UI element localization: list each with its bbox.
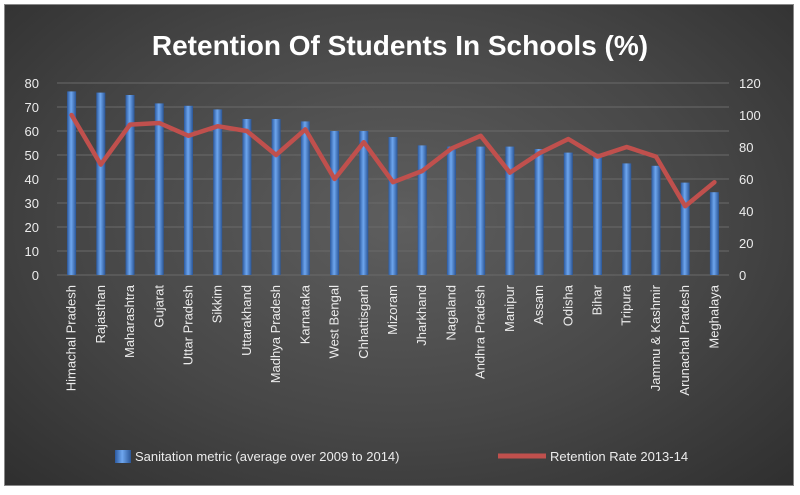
category-label: Madhya Pradesh <box>268 285 283 383</box>
bar <box>388 137 398 275</box>
left-tick-label: 20 <box>25 220 39 235</box>
bar <box>183 105 193 275</box>
category-label: Jharkhand <box>414 285 429 346</box>
bar <box>709 192 719 275</box>
category-label: Manipur <box>502 284 517 332</box>
bar <box>96 92 106 275</box>
category-label: West Bengal <box>327 285 342 359</box>
category-label: Sikkim <box>210 285 225 323</box>
category-label: Tripura <box>619 284 634 325</box>
bar <box>154 103 164 276</box>
left-tick-label: 50 <box>25 148 39 163</box>
category-label: Meghalaya <box>706 284 721 348</box>
chart-area: Retention Of Students In Schools (%) 0 10… <box>4 4 794 486</box>
bar <box>330 131 340 275</box>
bar <box>534 149 544 275</box>
right-tick-label: 80 <box>739 140 753 155</box>
left-tick-label: 60 <box>25 124 39 139</box>
category-label: Uttarakhand <box>239 285 254 356</box>
left-tick-label: 30 <box>25 196 39 211</box>
bar <box>213 109 223 276</box>
right-tick-label: 60 <box>739 172 753 187</box>
right-tick-label: 0 <box>739 268 746 283</box>
chart-svg: Retention Of Students In Schools (%) 0 10… <box>25 30 761 464</box>
bar <box>300 121 310 276</box>
bar <box>563 152 573 275</box>
category-label: Arunachal Pradesh <box>677 285 692 396</box>
left-tick-label: 80 <box>25 76 39 91</box>
left-tick-label: 70 <box>25 100 39 115</box>
line-series <box>69 112 717 209</box>
category-label: Maharashtra <box>122 284 137 358</box>
bar <box>680 182 690 275</box>
legend-bar-label: Sanitation metric (average over 2009 to … <box>135 449 400 464</box>
bar <box>67 91 77 276</box>
bar-series <box>67 91 719 276</box>
right-tick-label: 20 <box>739 236 753 251</box>
category-label: Karnataka <box>297 284 312 344</box>
right-tick-label: 100 <box>739 108 761 123</box>
bar <box>446 146 456 275</box>
right-axis-ticks: 0 20 40 60 80 100 120 <box>739 76 761 283</box>
bar <box>125 95 135 275</box>
category-label: Andhra Pradesh <box>473 285 488 379</box>
left-tick-label: 10 <box>25 244 39 259</box>
bar <box>593 153 603 275</box>
category-label: Uttar Pradesh <box>180 285 195 365</box>
category-label: Chhattisgarh <box>356 285 371 359</box>
right-tick-label: 120 <box>739 76 761 91</box>
chart-title: Retention Of Students In Schools (%) <box>152 30 648 61</box>
category-label: Rajasthan <box>93 285 108 344</box>
category-label: Assam <box>531 285 546 325</box>
bar <box>271 119 281 275</box>
left-tick-label: 0 <box>32 268 39 283</box>
category-label: Odisha <box>560 284 575 326</box>
category-label: Jammu & Kashmir <box>648 284 663 391</box>
bar <box>651 165 661 275</box>
left-axis-ticks: 0 10 20 30 40 50 60 70 80 <box>25 76 39 283</box>
legend: Sanitation metric (average over 2009 to … <box>115 449 688 464</box>
category-label: Nagaland <box>443 285 458 341</box>
right-tick-label: 40 <box>739 204 753 219</box>
left-tick-label: 40 <box>25 172 39 187</box>
legend-line-label: Retention Rate 2013-14 <box>550 449 688 464</box>
bar <box>359 131 369 275</box>
bar <box>476 146 486 275</box>
bar <box>242 119 252 275</box>
x-axis-categories: Himachal Pradesh Rajasthan Maharashtra Guja… <box>64 284 722 395</box>
category-label: Mizoram <box>385 285 400 335</box>
bar <box>505 146 515 275</box>
category-label: Gujarat <box>151 285 166 328</box>
category-label: Bihar <box>590 284 605 315</box>
bar <box>417 145 427 275</box>
legend-bar-swatch <box>115 450 131 463</box>
category-label: Himachal Pradesh <box>64 285 79 391</box>
bar <box>622 163 632 275</box>
retention-line <box>69 112 717 209</box>
